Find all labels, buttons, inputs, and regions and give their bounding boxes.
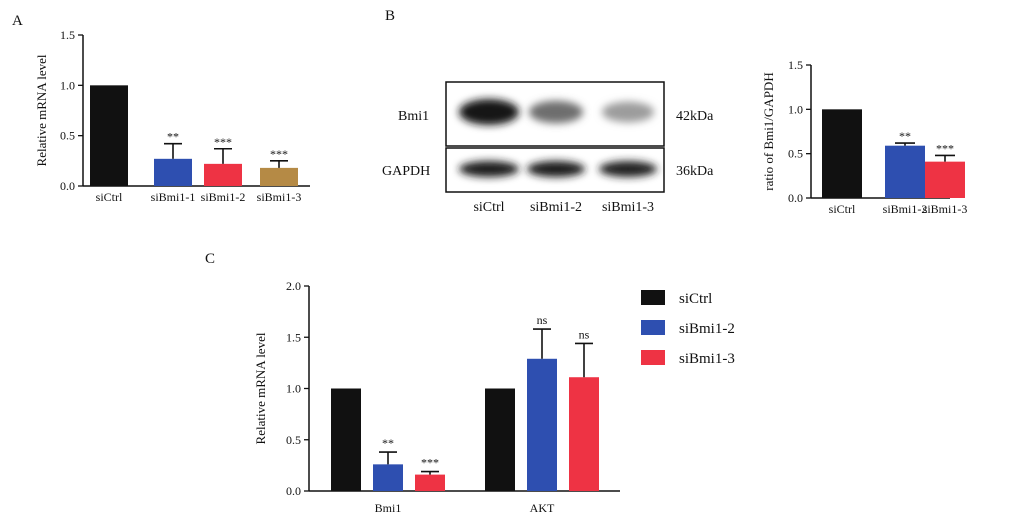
chart-b-sig-label-sibmi1-3: *** [936,141,954,155]
blot-size-label-bmi1: 42kDa [676,109,714,124]
chart-a-bar-sibmi1-3 [260,167,298,186]
chart-b-x-tick-label-sictrl: siCtrl [829,202,856,216]
chart-a-sig-label-sibmi1-1: ** [167,130,179,144]
chart-c-bar-akt-sibmi1-3-sig-label: ns [579,327,590,341]
blot-band-bmi1-sibmi1-2 [528,100,584,124]
chart-a-y-tick-label-3: 1.5 [60,28,75,42]
panel-letter-a: A [12,13,23,29]
chart-b-bar-sictrl [822,109,862,198]
blot-size-label-gapdh: 36kDa [676,164,714,179]
chart-b-bar-sibmi1-3 [925,161,965,198]
panel-letter-c: C [205,251,215,267]
blot-band-bmi1-sibmi1-3 [601,101,655,123]
chart-a-x-tick-label-sibmi1-3: siBmi1-3 [257,190,302,204]
chart-b: 0.0 0.5 1.0 1.5 ratio of Bmi1/GAPDH siCtrl ** s… [761,58,967,216]
chart-c-legend: siCtrl siBmi1-2 siBmi1-3 [641,290,735,367]
blot-band-gapdh-sictrl [459,161,519,177]
panel-letter-b: B [385,8,395,24]
chart-a-bar-sictrl [90,85,128,186]
chart-c-bar-bmi1-sictrl [331,388,361,491]
blot-lane-label-1: siCtrl [473,200,504,215]
chart-a-y-tick-label-1: 0.5 [60,129,75,143]
chart-c-bar-bmi1-sibmi1-3 [415,474,445,491]
blot-lane-label-3: siBmi1-3 [602,200,654,215]
chart-b-y-tick-label-3: 1.5 [788,58,803,72]
chart-a-y-tick-label-2: 1.0 [60,78,75,92]
chart-c-bar-bmi1-sibmi1-2-sig-label: ** [382,436,394,450]
chart-b-x-tick-label-sibmi1-2: siBmi1-2 [883,202,928,216]
chart-b-sig-label-sibmi1-2: ** [899,129,911,143]
chart-a-bar-sibmi1-1 [154,158,192,186]
chart-b-y-axis-label: ratio of Bmi1/GAPDH [761,72,776,190]
chart-b-x-tick-label-sibmi1-3: siBmi1-3 [923,202,968,216]
chart-c-y-tick-label-3: 1.5 [286,330,301,344]
chart-a-x-tick-label-sictrl: siCtrl [96,190,123,204]
chart-b-bar-sibmi1-2 [885,145,925,198]
chart-a-sig-label-sibmi1-3: *** [270,147,288,161]
chart-c-legend-swatch-sictrl [641,290,665,305]
chart-c-x-tick-label-akt: AKT [530,501,555,515]
chart-c-y-tick-label-2: 1.0 [286,382,301,396]
chart-a-sig-label-sibmi1-2: *** [214,135,232,149]
chart-a-x-tick-label-sibmi1-2: siBmi1-2 [201,190,246,204]
chart-c-legend-label-sibmi1-3: siBmi1-3 [679,351,735,367]
western-blot: Bmi1 GAPDH 42kDa 36kDa siCtrl siBmi1-2 s… [382,81,714,215]
chart-c-bar-akt-sibmi1-2-sig-label: ns [537,313,548,327]
blot-row-label-bmi1: Bmi1 [398,109,429,124]
chart-a-y-axis-label: Relative mRNA level [34,54,49,166]
chart-c-bar-bmi1-sibmi1-3-sig-label: *** [421,456,439,470]
chart-c-legend-label-sictrl: siCtrl [679,291,712,307]
chart-c-bar-akt-sibmi1-3 [569,377,599,491]
chart-a: 0.0 0.5 1.0 1.5 Relative mRNA level siCtrl ** s… [34,28,310,204]
chart-a-x-tick-label-sibmi1-1: siBmi1-1 [151,190,196,204]
chart-c-bar-akt-sibmi1-2 [527,358,557,491]
chart-b-y-tick-label-1: 0.5 [788,147,803,161]
blot-band-gapdh-sibmi1-2 [527,161,585,177]
chart-c-bar-akt-sictrl [485,388,515,491]
chart-c-y-tick-label-0: 0.0 [286,484,301,498]
blot-row-label-gapdh: GAPDH [382,164,430,179]
chart-c-y-axis-label: Relative mRNA level [253,332,268,444]
chart-c-y-tick-label-4: 2.0 [286,279,301,293]
chart-b-y-tick-label-0: 0.0 [788,191,803,205]
chart-c-legend-swatch-sibmi1-3 [641,350,665,365]
blot-lane-label-2: siBmi1-2 [530,200,582,215]
blot-band-gapdh-sibmi1-3 [599,161,657,177]
blot-bands [459,99,657,177]
chart-c-legend-label-sibmi1-2: siBmi1-2 [679,321,735,337]
blot-band-bmi1-sictrl [459,99,519,125]
chart-a-y-tick-label-0: 0.0 [60,179,75,193]
chart-c-legend-swatch-sibmi1-2 [641,320,665,335]
chart-c-bar-bmi1-sibmi1-2 [373,464,403,491]
chart-b-y-tick-label-2: 1.0 [788,102,803,116]
chart-c-y-tick-label-1: 0.5 [286,433,301,447]
chart-a-bar-sibmi1-2 [204,163,242,186]
chart-c-x-tick-label-bmi1: Bmi1 [375,501,402,515]
